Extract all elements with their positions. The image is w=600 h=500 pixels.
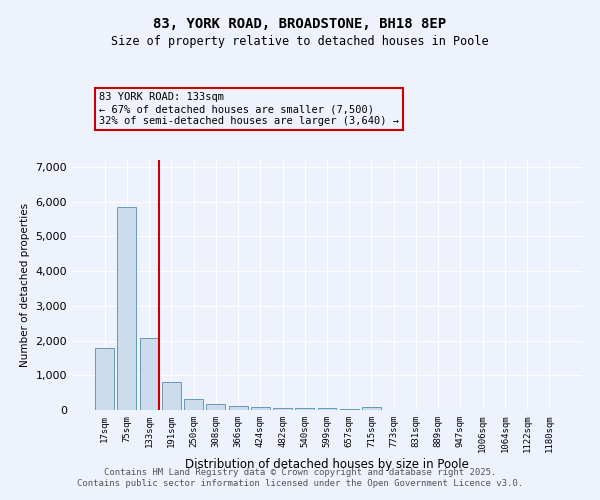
Bar bbox=[251, 407, 270, 410]
Y-axis label: Number of detached properties: Number of detached properties bbox=[20, 203, 30, 367]
Text: 83 YORK ROAD: 133sqm
← 67% of detached houses are smaller (7,500)
32% of semi-de: 83 YORK ROAD: 133sqm ← 67% of detached h… bbox=[99, 92, 399, 126]
Bar bbox=[362, 408, 381, 410]
Bar bbox=[229, 406, 248, 410]
Bar bbox=[295, 408, 314, 410]
Bar bbox=[162, 382, 181, 410]
Bar bbox=[340, 408, 359, 410]
Bar bbox=[184, 398, 203, 410]
Bar bbox=[206, 404, 225, 410]
Bar bbox=[118, 207, 136, 410]
Text: 83, YORK ROAD, BROADSTONE, BH18 8EP: 83, YORK ROAD, BROADSTONE, BH18 8EP bbox=[154, 18, 446, 32]
Bar bbox=[273, 408, 292, 410]
X-axis label: Distribution of detached houses by size in Poole: Distribution of detached houses by size … bbox=[185, 458, 469, 471]
Bar bbox=[317, 408, 337, 410]
Bar bbox=[95, 348, 114, 410]
Bar bbox=[140, 338, 158, 410]
Text: Contains HM Land Registry data © Crown copyright and database right 2025.
Contai: Contains HM Land Registry data © Crown c… bbox=[77, 468, 523, 487]
Text: Size of property relative to detached houses in Poole: Size of property relative to detached ho… bbox=[111, 35, 489, 48]
